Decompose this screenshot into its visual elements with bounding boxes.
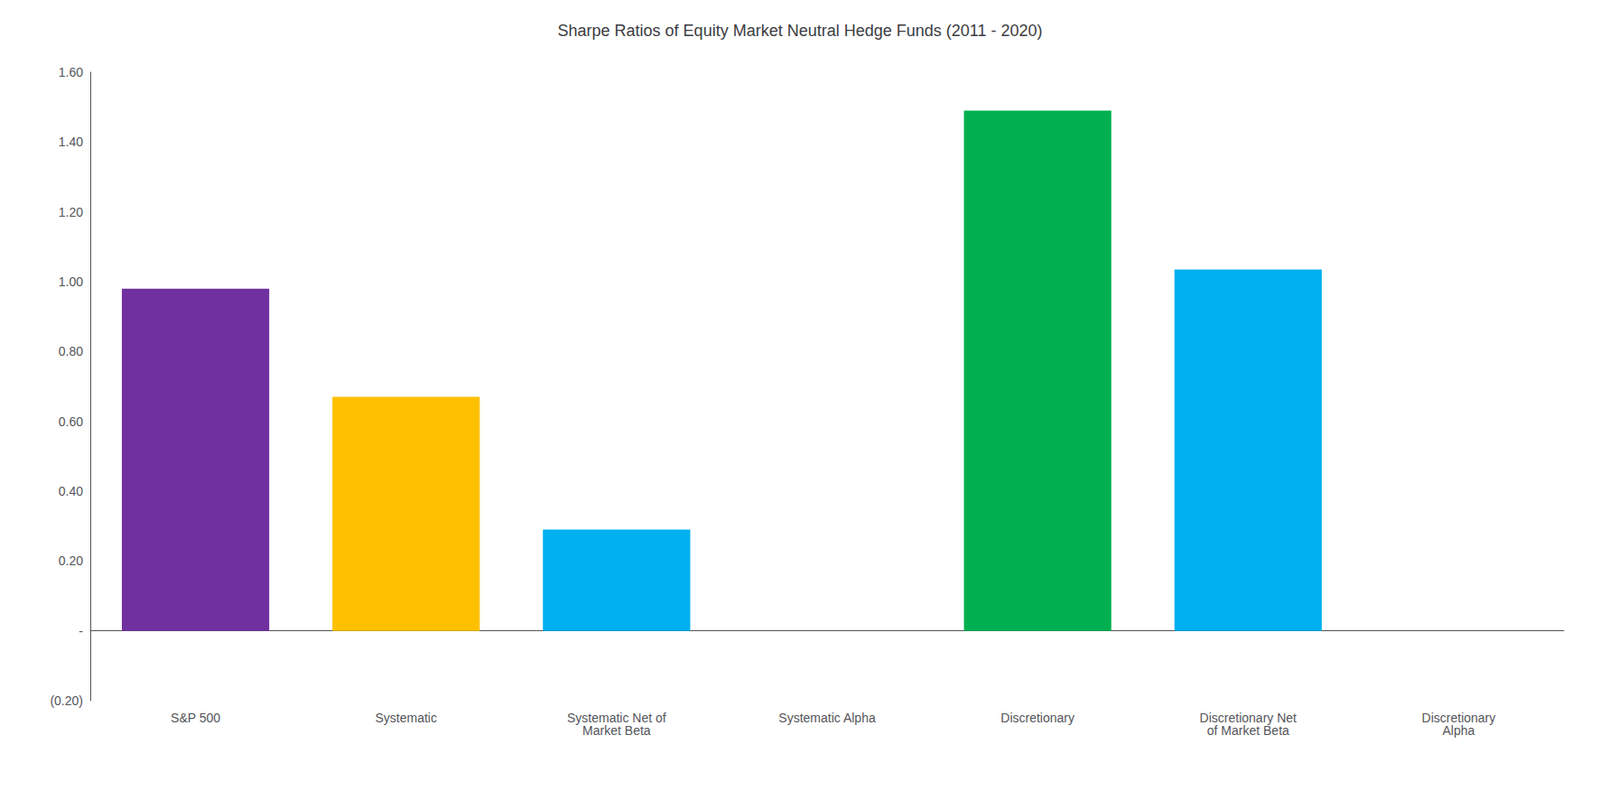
svg-text:0.80: 0.80: [58, 344, 84, 359]
svg-text:Systematic Net of: Systematic Net of: [567, 710, 667, 726]
svg-text:0.60: 0.60: [58, 414, 84, 429]
svg-text:1.20: 1.20: [58, 204, 84, 220]
svg-text:0.40: 0.40: [58, 483, 84, 499]
svg-text:Discretionary Net: Discretionary Net: [1199, 710, 1297, 726]
svg-text:Systematic: Systematic: [374, 710, 437, 726]
svg-text:(0.20): (0.20): [49, 693, 84, 708]
svg-text:Sharpe Ratios of Equity Market: Sharpe Ratios of Equity Market Neutral H…: [558, 21, 1043, 40]
svg-text:1.40: 1.40: [58, 134, 84, 149]
svg-text:0.20: 0.20: [58, 553, 84, 568]
svg-text:Systematic Alpha: Systematic Alpha: [778, 710, 876, 726]
svg-text:Discretionary: Discretionary: [1421, 710, 1496, 726]
svg-text:S&P 500: S&P 500: [170, 710, 221, 726]
svg-text:of Market Beta: of Market Beta: [1207, 723, 1290, 738]
svg-text:Market Beta: Market Beta: [582, 723, 652, 738]
svg-text:Alpha: Alpha: [1442, 723, 1476, 738]
svg-text:1.60: 1.60: [58, 65, 84, 80]
svg-text:1.00: 1.00: [58, 274, 84, 289]
svg-text:Discretionary: Discretionary: [1000, 710, 1075, 726]
svg-text:-: -: [78, 623, 84, 639]
